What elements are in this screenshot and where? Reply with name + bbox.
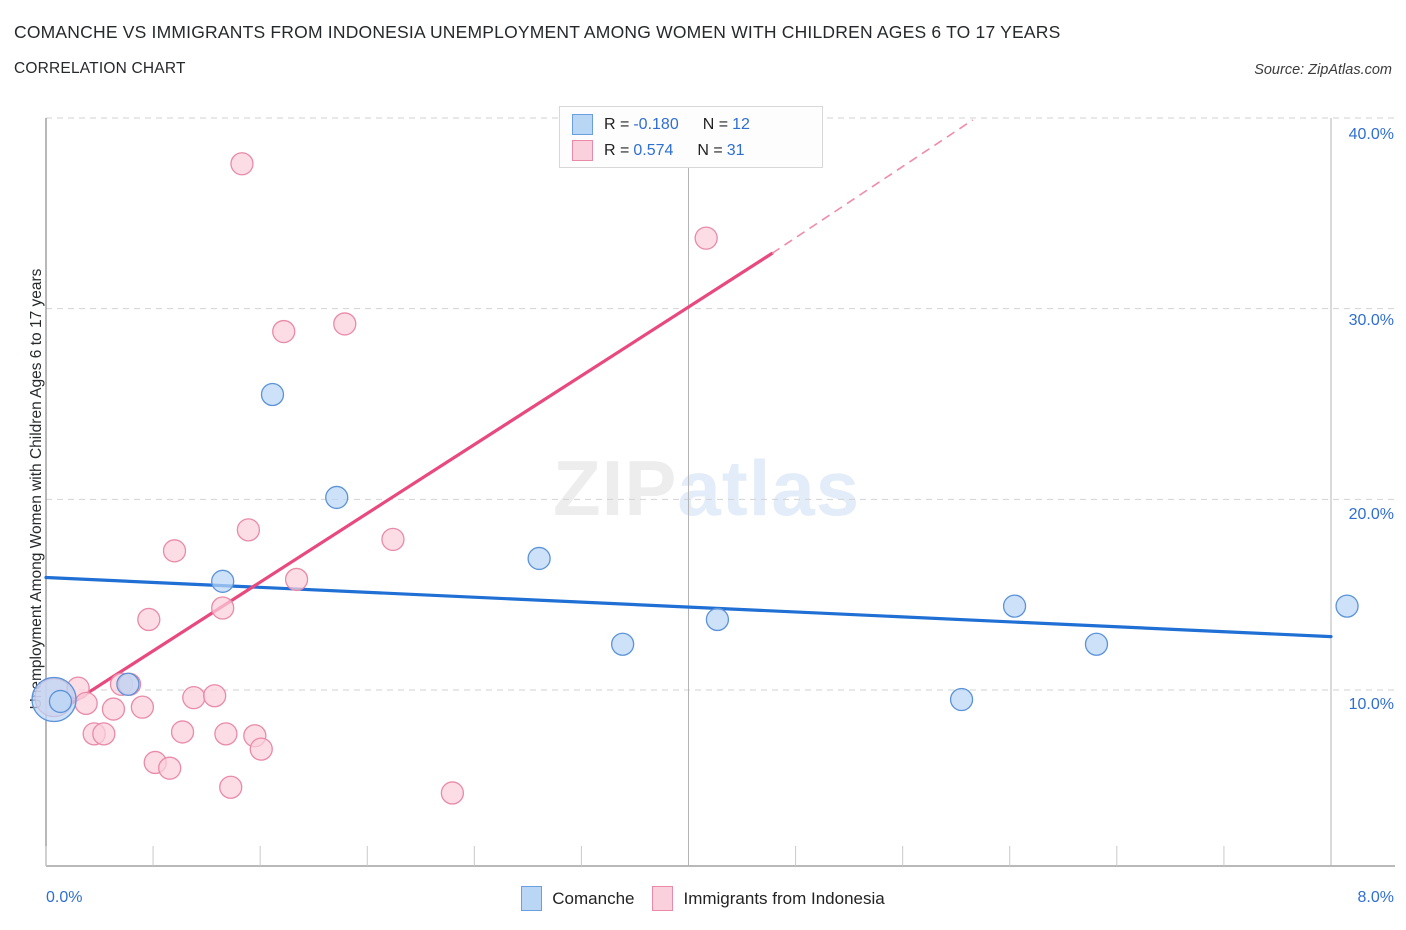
r-label-immigrants: R = xyxy=(604,141,630,159)
scatter-points-comanche xyxy=(31,382,1359,723)
page-title: COMANCHE VS IMMIGRANTS FROM INDONESIA UN… xyxy=(14,22,1061,42)
correlation-row-immigrants: R = 0.574 N = 31 xyxy=(572,138,745,163)
x-tick-label-min: 0.0% xyxy=(46,889,83,906)
n-label-immigrants: N = xyxy=(697,141,723,159)
y-tick-label-30: 30.0% xyxy=(1348,312,1394,329)
y-tick-label-40: 40.0% xyxy=(1348,126,1394,143)
page-subtitle: CORRELATION CHART xyxy=(14,60,186,77)
n-value-immigrants: 31 xyxy=(726,141,745,159)
swatch-comanche-icon xyxy=(572,114,593,135)
axis-lines xyxy=(45,118,1395,867)
gridlines xyxy=(46,117,1395,691)
r-value-immigrants: 0.574 xyxy=(633,141,674,159)
correlation-legend-box: R = -0.180 N = 12 R = 0.574 N = 31 xyxy=(559,106,823,168)
y-tick-label-20: 20.0% xyxy=(1348,506,1394,523)
x-axis-ticks xyxy=(45,118,1332,866)
y-tick-label-10: 10.0% xyxy=(1348,696,1394,713)
trend-lines xyxy=(44,119,1333,707)
correlation-row-comanche: R = -0.180 N = 12 xyxy=(572,112,750,137)
r-value-comanche: -0.180 xyxy=(633,115,679,133)
r-label-comanche: R = xyxy=(604,115,630,133)
scatter-points-immigrants-from-indonesia xyxy=(34,152,718,805)
x-tick-label-max: 8.0% xyxy=(1357,889,1394,906)
source-label: Source: ZipAtlas.com xyxy=(1254,62,1392,78)
n-label-comanche: N = xyxy=(702,115,729,133)
n-value-comanche: 12 xyxy=(732,115,750,133)
swatch-immigrants-icon xyxy=(572,140,593,161)
